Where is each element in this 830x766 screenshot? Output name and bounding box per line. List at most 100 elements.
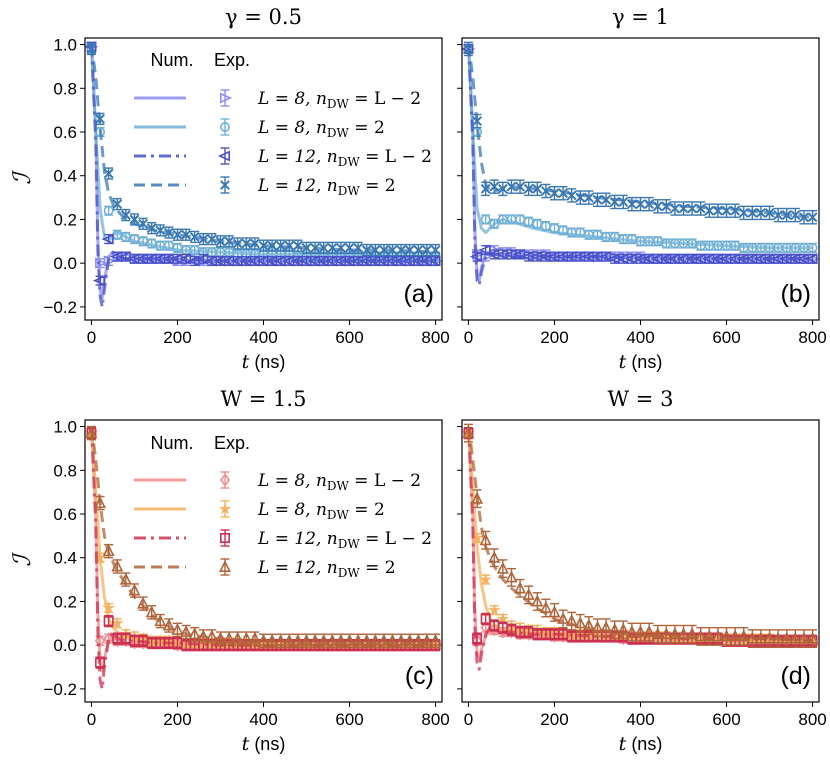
- data-point: [137, 596, 150, 609]
- legend-label-rhs: = L − 2: [360, 529, 432, 549]
- data-point: [171, 622, 184, 635]
- x-axis-label: t (ns): [619, 733, 663, 755]
- data-point: [781, 210, 792, 220]
- data-point: [746, 631, 759, 644]
- x-tick-label: 600: [335, 328, 363, 347]
- legend-label-L: L = 12,: [257, 529, 327, 549]
- data-point: [412, 633, 425, 646]
- data-point: [756, 207, 766, 218]
- legend-label-n: n: [316, 118, 327, 138]
- data-point: [479, 533, 492, 546]
- data-point: [180, 625, 193, 638]
- legend-label-sub: DW: [338, 566, 361, 580]
- legend-exp-header: Exp.: [214, 433, 250, 453]
- legend-label-n: n: [316, 471, 327, 491]
- data-point: [472, 116, 482, 126]
- y-tick-label: −0.2: [43, 298, 77, 317]
- data-point: [422, 245, 432, 255]
- y-tick-label: −0.2: [43, 680, 77, 699]
- data-point: [103, 205, 114, 216]
- legend-num-header: Num.: [150, 433, 193, 453]
- data-point: [120, 210, 131, 220]
- series-4: [85, 425, 442, 649]
- legend-label-rhs: = L − 2: [349, 89, 421, 109]
- data-point: [703, 629, 716, 642]
- x-tick-label: 0: [87, 710, 96, 729]
- data-point: [326, 633, 339, 646]
- data-point: [772, 631, 785, 644]
- data-point: [806, 631, 819, 644]
- legend-label-L: L = 8,: [257, 500, 316, 520]
- data-point: [558, 188, 568, 199]
- data-point: [249, 238, 260, 249]
- data-point: [336, 242, 346, 253]
- data-point: [206, 234, 217, 245]
- data-point: [592, 194, 603, 205]
- data-point: [101, 233, 114, 245]
- data-point: [283, 633, 296, 646]
- x-axis-label-var: t: [242, 733, 250, 755]
- data-point: [747, 207, 758, 218]
- data-point: [591, 620, 604, 633]
- x-axis-label: t (ns): [242, 351, 286, 373]
- x-axis-label: t (ns): [619, 351, 663, 373]
- legend-label-L: L = 12,: [257, 147, 327, 167]
- y-tick-label: 0.0: [53, 254, 77, 273]
- legend-label-L: L = 12,: [257, 176, 327, 196]
- x-tick-label: 0: [87, 328, 96, 347]
- x-tick-label: 800: [421, 328, 449, 347]
- x-tick-label: 600: [712, 328, 740, 347]
- series-2: [463, 43, 818, 253]
- legend-label-2: L = 8, nDW = 2: [257, 118, 385, 140]
- series-4: [462, 423, 819, 649]
- plot-area: [462, 423, 819, 671]
- data-point: [85, 426, 98, 439]
- data-point: [396, 245, 407, 255]
- legend-label-sub: DW: [338, 155, 361, 169]
- data-point: [369, 633, 382, 646]
- y-tick-label: 0.2: [53, 210, 77, 229]
- data-point: [643, 625, 656, 638]
- data-point: [677, 627, 690, 640]
- data-point: [489, 181, 500, 192]
- data-point: [223, 631, 236, 644]
- data-point: [310, 242, 321, 253]
- data-point: [327, 242, 338, 253]
- y-tick-label: 1.0: [53, 418, 77, 437]
- data-point: [318, 242, 329, 253]
- data-point: [196, 253, 209, 265]
- data-point: [668, 627, 681, 640]
- data-point: [198, 234, 209, 245]
- data-point: [488, 550, 501, 563]
- data-point: [540, 186, 551, 196]
- legend-label-L: L = 8,: [257, 471, 316, 491]
- data-point: [94, 496, 107, 509]
- y-tick-label: 0.0: [53, 636, 77, 655]
- data-point: [472, 633, 483, 644]
- legend-label-sub: DW: [327, 126, 350, 140]
- data-point: [248, 631, 261, 644]
- data-point: [686, 627, 699, 640]
- panel-tag: (b): [780, 280, 811, 308]
- data-point: [172, 229, 183, 240]
- data-point: [738, 207, 749, 218]
- data-point: [515, 181, 525, 192]
- legend-label-n: n: [327, 147, 338, 167]
- x-tick-label: 200: [163, 328, 191, 347]
- data-point: [598, 251, 612, 263]
- data-point: [730, 205, 741, 216]
- series-4: [86, 42, 441, 257]
- data-point: [634, 625, 647, 638]
- x-tick-label: 200: [540, 328, 568, 347]
- legend-label-n: n: [327, 529, 338, 549]
- y-axis-label: ℐ: [8, 170, 36, 185]
- data-point: [187, 255, 200, 267]
- data-point: [660, 627, 673, 640]
- axes-frame: [461, 419, 820, 703]
- legend-label-rhs: = 2: [349, 118, 385, 138]
- data-point: [480, 613, 491, 624]
- data-point: [565, 614, 578, 627]
- data-point: [635, 199, 646, 210]
- x-axis-label: t (ns): [242, 733, 286, 755]
- panel-title: γ = 1: [612, 5, 669, 29]
